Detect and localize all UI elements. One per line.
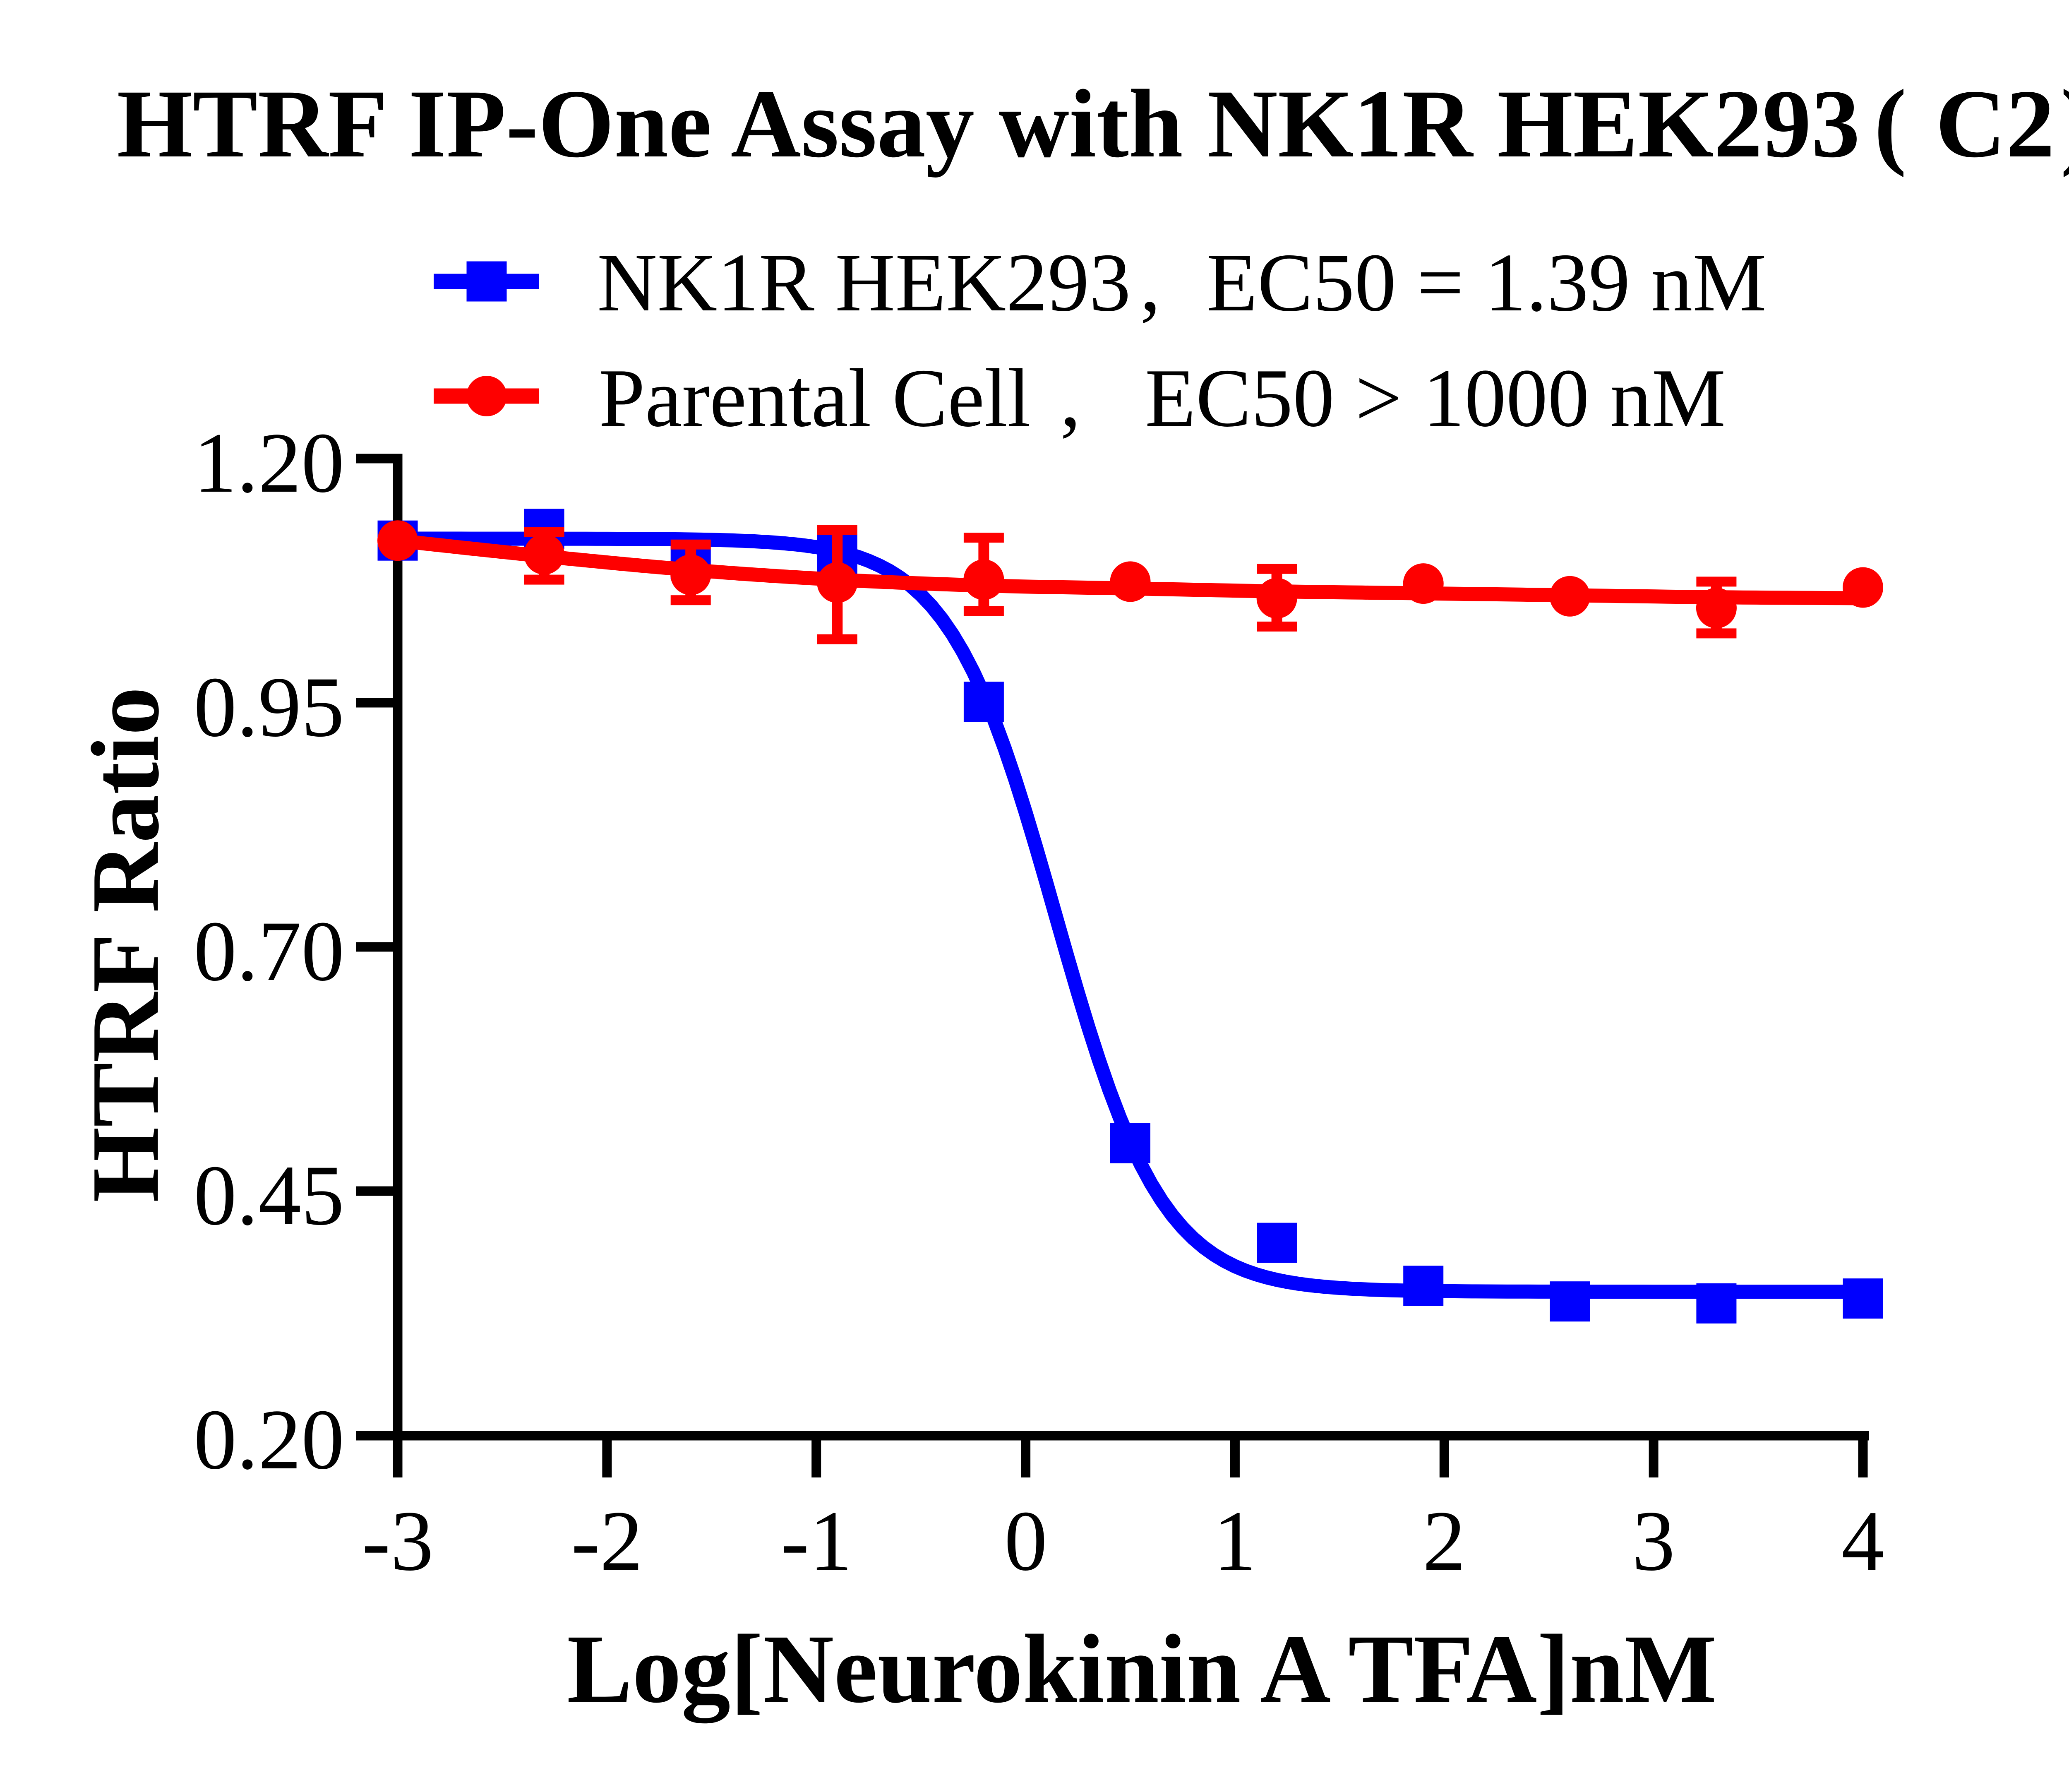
svg-text:0.70: 0.70	[194, 903, 344, 999]
svg-text:Parental Cell,: Parental Cell,	[599, 352, 1081, 444]
svg-text:0: 0	[1004, 1493, 1047, 1588]
svg-text:NK1R HEK293,: NK1R HEK293,	[597, 237, 1161, 329]
svg-text:2: 2	[1423, 1493, 1466, 1588]
svg-text:0.20: 0.20	[194, 1392, 344, 1487]
svg-text:HTRF Ratio: HTRF Ratio	[72, 687, 179, 1203]
svg-text:-1: -1	[780, 1493, 852, 1588]
svg-text:Log[Neurokinin A TFA]nM: Log[Neurokinin A TFA]nM	[567, 1615, 1717, 1723]
svg-text:3: 3	[1632, 1493, 1675, 1588]
svg-text:-2: -2	[571, 1493, 643, 1588]
svg-text:0.95: 0.95	[194, 659, 344, 754]
svg-text:0.45: 0.45	[194, 1148, 344, 1243]
svg-text:1.20: 1.20	[194, 415, 344, 510]
svg-text:1: 1	[1213, 1493, 1256, 1588]
svg-text:4: 4	[1841, 1493, 1884, 1588]
svg-text:-3: -3	[362, 1493, 433, 1588]
svg-text:EC50 > 1000 nM: EC50 > 1000 nM	[1145, 352, 1726, 444]
svg-text:HTRF IP-One Assay with NK1R HE: HTRF IP-One Assay with NK1R HEK293(C2)	[117, 70, 2069, 178]
svg-text:EC50 = 1.39 nM: EC50 = 1.39 nM	[1207, 237, 1767, 329]
